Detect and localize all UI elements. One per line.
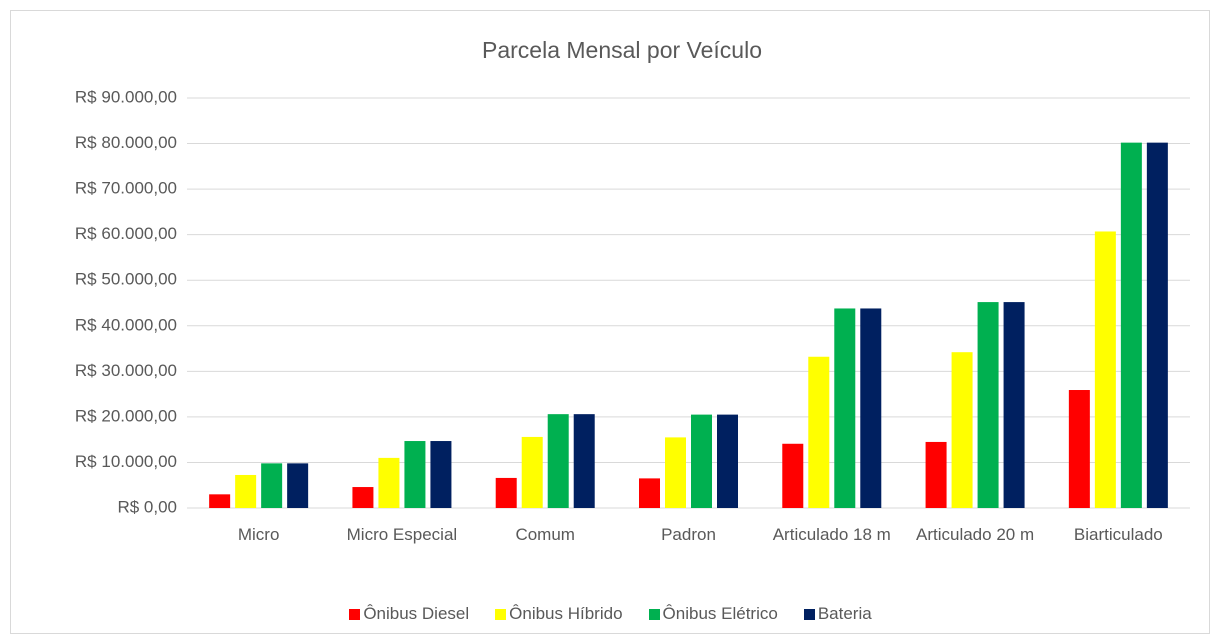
bar — [665, 437, 686, 508]
bar — [378, 457, 400, 508]
bar — [951, 352, 973, 508]
y-tick-label: R$ 40.000,00 — [75, 315, 177, 334]
x-tick-label: Biarticulado — [1073, 525, 1163, 544]
bar — [235, 474, 257, 508]
bar — [430, 441, 452, 508]
x-tick-label: Comum — [515, 525, 575, 544]
legend-label: Ônibus Híbrido — [509, 604, 623, 623]
bar — [860, 308, 882, 508]
bar — [547, 414, 569, 508]
y-tick-label: R$ 90.000,00 — [75, 87, 177, 106]
bar — [782, 443, 804, 508]
bar — [287, 463, 309, 508]
x-tick-label: Articulado 18 m — [772, 525, 891, 544]
x-tick-label: Articulado 20 m — [916, 525, 1035, 544]
y-tick-label: R$ 70.000,00 — [75, 179, 177, 198]
legend: Ônibus Diesel Ônibus Híbrido Ônibus Elétri… — [0, 604, 1221, 624]
bar — [639, 478, 660, 508]
bar — [1068, 390, 1090, 508]
legend-label: Bateria — [817, 604, 872, 623]
y-tick-label: R$ 10.000,00 — [75, 452, 177, 471]
legend-swatch — [648, 608, 660, 620]
bar — [1003, 302, 1025, 508]
y-tick-label: R$ 0,00 — [117, 497, 177, 516]
bar — [977, 302, 999, 508]
bar — [495, 477, 517, 508]
x-tick-label: Padron — [661, 525, 716, 544]
y-tick-label: R$ 50.000,00 — [75, 270, 177, 289]
bar — [404, 441, 426, 508]
bar — [691, 414, 712, 508]
chart-title: Parcela Mensal por Veículo — [482, 37, 762, 63]
y-tick-label: R$ 20.000,00 — [75, 406, 177, 425]
bar — [808, 356, 830, 508]
legend-item: Bateria — [803, 604, 872, 624]
x-tick-label: Micro — [237, 525, 280, 544]
bar — [521, 436, 543, 508]
y-tick-label: R$ 80.000,00 — [75, 133, 177, 152]
bar — [1094, 231, 1116, 508]
bar — [573, 414, 595, 508]
y-tick-label: R$ 30.000,00 — [75, 361, 177, 380]
x-tick-label: Micro Especial — [346, 525, 458, 544]
legend-item: Ônibus Híbrido — [495, 604, 623, 624]
bar — [209, 494, 231, 508]
legend-label: Ônibus Elétrico — [662, 604, 778, 623]
legend-swatch — [803, 608, 815, 620]
legend-swatch — [495, 608, 507, 620]
bar — [1146, 142, 1168, 508]
bar — [925, 441, 947, 508]
bar — [1120, 142, 1142, 508]
bar — [352, 487, 374, 508]
legend-swatch — [349, 608, 361, 620]
legend-item: Ônibus Diesel — [349, 604, 469, 624]
legend-label: Ônibus Diesel — [363, 604, 470, 623]
bar — [834, 308, 856, 508]
legend-item: Ônibus Elétrico — [648, 604, 778, 624]
bar — [717, 414, 738, 508]
bar — [261, 463, 283, 508]
y-tick-label: R$ 60.000,00 — [75, 224, 177, 243]
